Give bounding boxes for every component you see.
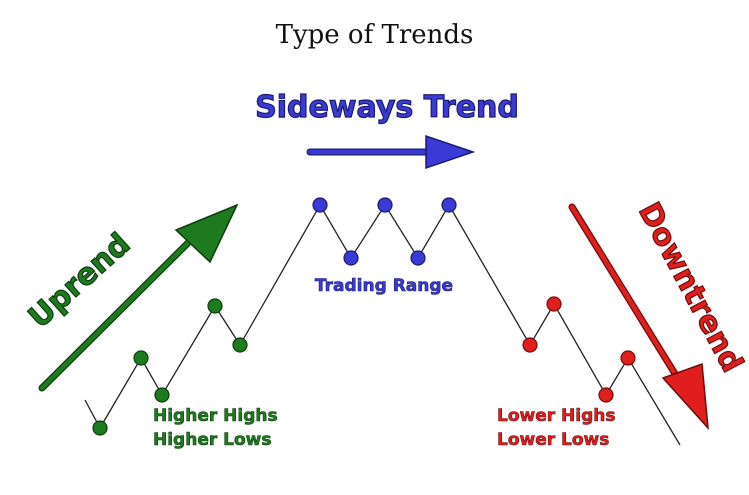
lower-lows-label: Lower Lows — [497, 430, 609, 450]
sideways-arrow — [306, 134, 476, 170]
low-marker — [154, 387, 170, 403]
high-marker — [441, 197, 457, 213]
downtrend-label: Downtrend — [631, 197, 749, 378]
high-marker — [312, 197, 328, 213]
lower-highs-label: Lower Highs — [497, 406, 616, 426]
low-marker — [410, 250, 426, 266]
price-path — [84, 203, 681, 446]
uptrend-arrow — [38, 203, 239, 392]
uptrend-label: Uprend — [22, 227, 137, 336]
higher-lows-label: Higher Lows — [153, 430, 272, 450]
low-marker — [92, 420, 108, 436]
low-marker — [598, 387, 614, 403]
low-marker — [232, 337, 248, 353]
high-marker — [620, 350, 636, 366]
downtrend-markers — [522, 296, 636, 403]
downtrend-arrow — [568, 203, 709, 431]
high-marker — [546, 296, 562, 312]
high-marker — [377, 197, 393, 213]
sideways-markers — [312, 197, 457, 266]
low-marker — [522, 337, 538, 353]
low-marker — [343, 250, 359, 266]
uptrend-markers — [92, 298, 248, 436]
trading-range-label: Trading Range — [315, 276, 453, 296]
high-marker — [207, 298, 223, 314]
high-marker — [133, 350, 149, 366]
page-title: Type of Trends — [275, 20, 474, 50]
higher-highs-label: Higher Highs — [153, 406, 278, 426]
sideways-trend-label: Sideways Trend — [255, 90, 519, 125]
